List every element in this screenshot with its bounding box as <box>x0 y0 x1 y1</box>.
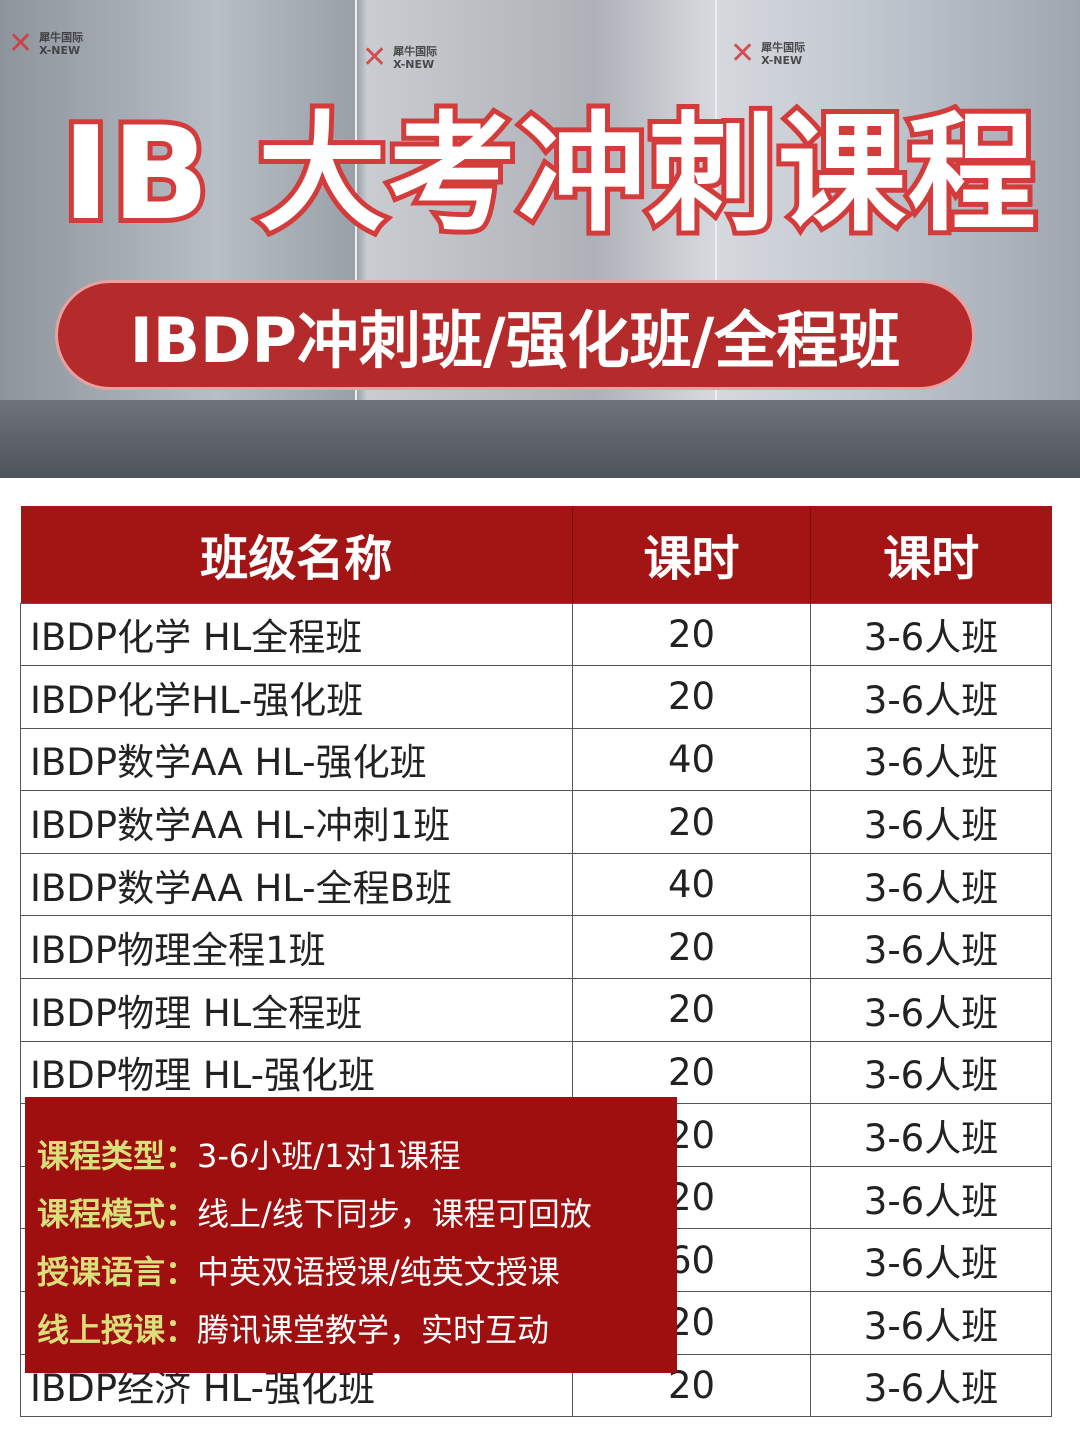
info-value: 中英双语授课/纯英文授课 <box>197 1253 560 1291</box>
hours-cell: 40 <box>572 727 811 792</box>
logo-x-icon: ✕ <box>362 40 388 75</box>
info-value: 线上/线下同步，课程可回放 <box>197 1195 592 1233</box>
class-size-cell: 3-6人班 <box>810 665 1052 729</box>
table-row: IBDP数学AA HL-强化班 40 3-6人班 <box>20 727 1052 792</box>
class-size-cell: 3-6人班 <box>810 790 1052 854</box>
hours-cell: 40 <box>572 852 811 917</box>
course-name-cell: IBDP数学AA HL-冲刺1班 <box>20 790 573 854</box>
subtitle-pill: IBDP冲刺班/强化班/全程班 <box>55 280 975 390</box>
course-name-cell: IBDP物理 HL全程班 <box>20 978 573 1042</box>
page-title: IB 大考冲刺课程 <box>57 95 1041 254</box>
hours-cell: 20 <box>572 602 811 667</box>
class-size-cell: 3-6人班 <box>810 1040 1052 1105</box>
class-size-cell: 3-6人班 <box>810 602 1052 667</box>
logo-x-icon: ✕ <box>8 26 34 61</box>
course-name-cell: IBDP数学AA HL-强化班 <box>20 727 573 792</box>
hero-banner: ✕ 犀牛国际 X-NEW ✕ 犀牛国际 X-NEW ✕ 犀牛国际 X-NEW IB 大考冲刺… <box>0 0 1080 478</box>
class-size-cell: 3-6人班 <box>810 1291 1052 1355</box>
header-class-name: 班级名称 <box>20 506 573 603</box>
course-name-cell: IBDP数学AA HL-全程B班 <box>20 852 573 917</box>
hours-cell: 20 <box>572 1040 811 1105</box>
class-size-cell: 3-6人班 <box>810 1228 1052 1293</box>
hours-cell: 20 <box>572 978 811 1042</box>
photo-floor <box>0 400 1080 478</box>
table-row: IBDP化学 HL全程班 20 3-6人班 <box>20 602 1052 667</box>
class-size-cell: 3-6人班 <box>810 1103 1052 1167</box>
class-size-cell: 3-6人班 <box>810 915 1052 980</box>
class-size-cell: 3-6人班 <box>810 1353 1052 1418</box>
class-size-cell: 3-6人班 <box>810 978 1052 1042</box>
hours-cell: 20 <box>572 915 811 980</box>
header-class-size: 课时 <box>810 506 1052 603</box>
info-key: 课程类型： <box>37 1137 198 1175</box>
class-size-cell: 3-6人班 <box>810 1165 1052 1230</box>
brand-logo: ✕ 犀牛国际 X-NEW <box>8 26 84 61</box>
brand-logo: ✕ 犀牛国际 X-NEW <box>730 36 806 71</box>
brand-logo: ✕ 犀牛国际 X-NEW <box>362 40 438 75</box>
table-row: IBDP物理 HL全程班 20 3-6人班 <box>20 978 1052 1042</box>
table-row: IBDP化学HL-强化班 20 3-6人班 <box>20 665 1052 729</box>
info-row: 线上授课：腾讯课堂教学，实时互动 <box>37 1301 677 1359</box>
info-value: 腾讯课堂教学，实时互动 <box>197 1311 550 1349</box>
info-key: 课程模式： <box>37 1195 198 1233</box>
course-name-cell: IBDP化学HL-强化班 <box>20 665 573 729</box>
info-key: 授课语言： <box>37 1253 198 1291</box>
header-hours: 课时 <box>572 506 811 603</box>
logo-x-icon: ✕ <box>730 36 756 71</box>
course-name-cell: IBDP化学 HL全程班 <box>20 602 573 667</box>
class-size-cell: 3-6人班 <box>810 727 1052 792</box>
course-name-cell: IBDP物理全程1班 <box>20 915 573 980</box>
table-row: IBDP物理全程1班 20 3-6人班 <box>20 915 1052 980</box>
table-header: 班级名称 课时 课时 <box>20 506 1052 603</box>
info-value: 3-6小班/1对1课程 <box>197 1137 461 1175</box>
hours-cell: 20 <box>572 790 811 854</box>
course-name-cell: IBDP物理 HL-强化班 <box>20 1040 573 1105</box>
info-row: 课程类型：3-6小班/1对1课程 <box>37 1127 677 1185</box>
info-key: 线上授课： <box>37 1311 198 1349</box>
course-info-box: 课程类型：3-6小班/1对1课程 课程模式：线上/线下同步，课程可回放 授课语言：中… <box>25 1097 677 1373</box>
table-row: IBDP数学AA HL-冲刺1班 20 3-6人班 <box>20 790 1052 854</box>
info-row: 授课语言：中英双语授课/纯英文授课 <box>37 1243 677 1301</box>
info-row: 课程模式：线上/线下同步，课程可回放 <box>37 1185 677 1243</box>
photo-divider <box>355 0 357 478</box>
photo-divider <box>715 0 717 478</box>
table-row: IBDP经济 HL-强化班 20 3-6人班 <box>20 1353 1052 1418</box>
table-row: IBDP物理 HL-强化班 20 3-6人班 <box>20 1040 1052 1105</box>
class-size-cell: 3-6人班 <box>810 852 1052 917</box>
hours-cell: 20 <box>572 665 811 729</box>
table-row: IBDP数学AA HL-全程B班 40 3-6人班 <box>20 852 1052 917</box>
